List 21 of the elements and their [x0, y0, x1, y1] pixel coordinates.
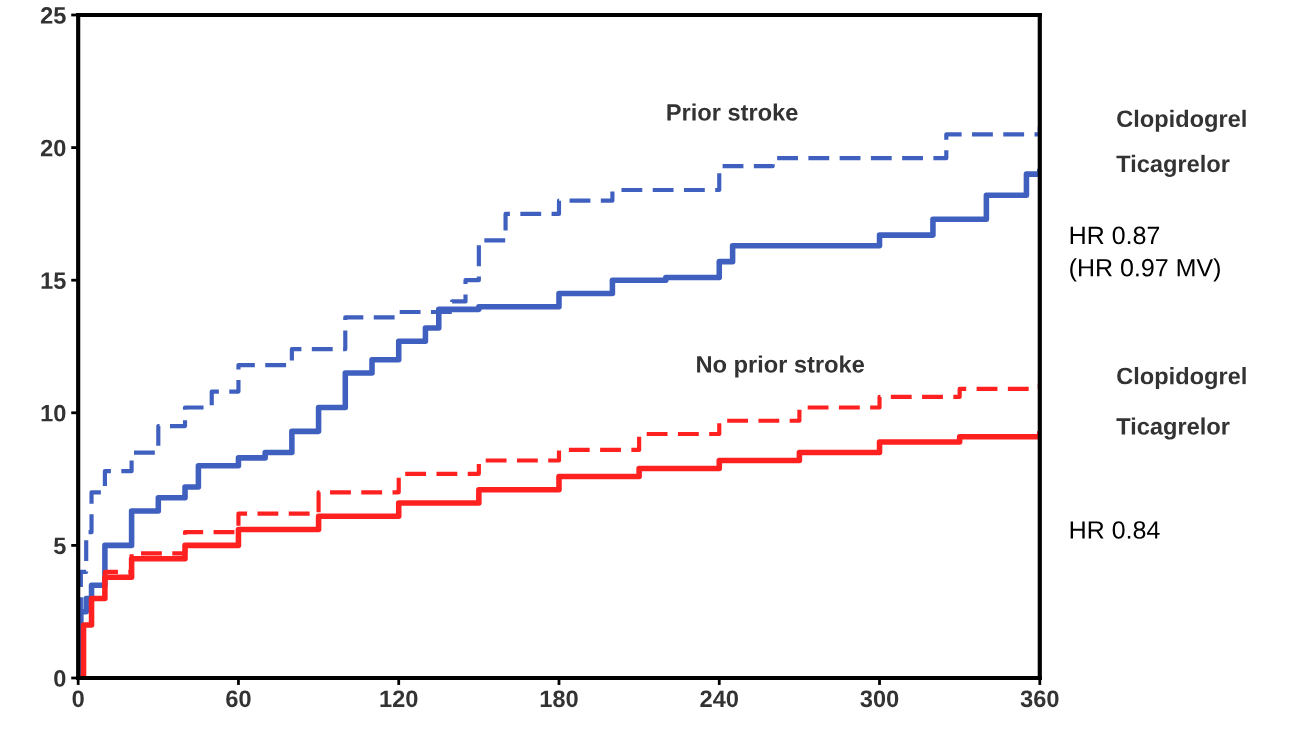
y-tick-label: 10: [41, 404, 66, 422]
text: Ticagrelor: [1116, 417, 1230, 440]
x-tick-label: 360: [1020, 690, 1059, 708]
y-tick-label: 20: [40, 139, 66, 157]
text: Clopidogrel: [1117, 109, 1246, 132]
y-tick-label: 15: [41, 272, 66, 289]
text: HR 0.87 (HR 0.97 MV): [1070, 226, 1220, 282]
annotation: Prior stroke: [667, 103, 798, 121]
x-tick-label: 180: [540, 690, 578, 708]
text: Clopidogrel: [1117, 367, 1246, 390]
x-tick-label: 240: [700, 690, 738, 708]
y-tick-label: 0: [54, 670, 66, 687]
x-tick-label: 120: [380, 690, 418, 708]
x-tick-label: 300: [860, 690, 899, 708]
x-tick-label: 0: [72, 690, 84, 708]
text: HR 0.84: [1070, 521, 1160, 539]
annotation: No prior stroke: [697, 355, 864, 378]
x-tick-label: 60: [226, 690, 251, 708]
y-tick-label: 5: [53, 537, 66, 555]
text: Ticagrelor: [1116, 154, 1230, 177]
y-tick-label: 25: [40, 7, 66, 24]
